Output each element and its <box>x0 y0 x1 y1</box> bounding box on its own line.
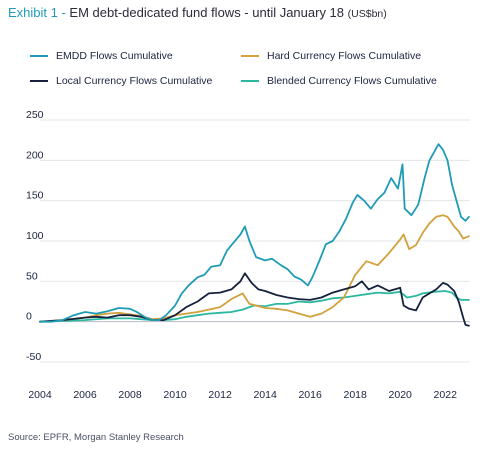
x-tick-label: 2016 <box>298 389 322 401</box>
y-tick-label: 150 <box>26 190 44 202</box>
y-tick-label: 0 <box>26 311 32 323</box>
x-tick-label: 2006 <box>73 389 97 401</box>
y-tick-label: 50 <box>26 270 38 282</box>
series-lines <box>39 143 470 327</box>
legend-hard: Hard Currency Flows Cumulative <box>241 48 421 64</box>
legend-local-swatch <box>30 80 48 82</box>
source-note: Source: EPFR, Morgan Stanley Research <box>8 432 184 443</box>
legend-blended-label: Blended Currency Flows Cumulative <box>267 75 437 87</box>
x-tick-label: 2004 <box>28 389 52 401</box>
legend-hard-swatch <box>241 55 259 57</box>
exhibit-label: Exhibit 1 - <box>8 5 70 20</box>
y-axis-ticks: 250 200 150 100 50 0 -50 <box>26 109 44 363</box>
legend-emdd-label: EMDD Flows Cumulative <box>56 50 173 62</box>
legend-emdd-swatch <box>30 55 48 57</box>
title-unit: (US$bn) <box>347 8 387 20</box>
y-tick-label: -50 <box>26 351 41 363</box>
x-tick-label: 2018 <box>344 389 368 401</box>
y-tick-label: 100 <box>26 230 44 242</box>
gridlines <box>40 119 470 363</box>
y-tick-label: 250 <box>26 109 44 121</box>
legend-local-label: Local Currency Flows Cumulative <box>56 75 213 87</box>
title-text: EM debt-dedicated fund flows - until Jan… <box>69 5 345 20</box>
x-tick-label: 2008 <box>118 389 142 401</box>
x-tick-label: 2010 <box>163 389 187 401</box>
legend-blended-swatch <box>241 80 259 82</box>
series-line-emdd-flows-cumulative <box>39 143 470 323</box>
x-tick-label: 2014 <box>253 389 277 401</box>
x-tick-label: 2012 <box>208 389 232 401</box>
legend-blended: Blended Currency Flows Cumulative <box>241 73 437 89</box>
x-tick-label: 2020 <box>389 389 413 401</box>
x-axis-ticks: 2004 2006 2008 2010 2012 2014 2016 2018 2020 2022 <box>28 389 457 401</box>
chart-title: Exhibit 1 - EM debt-dedicated fund flows… <box>8 5 387 20</box>
legend-emdd: EMDD Flows Cumulative <box>30 48 173 64</box>
legend-local: Local Currency Flows Cumulative <box>30 73 212 89</box>
x-tick-label: 2022 <box>434 389 458 401</box>
y-tick-label: 200 <box>26 149 44 161</box>
legend-hard-label: Hard Currency Flows Cumulative <box>267 50 422 62</box>
